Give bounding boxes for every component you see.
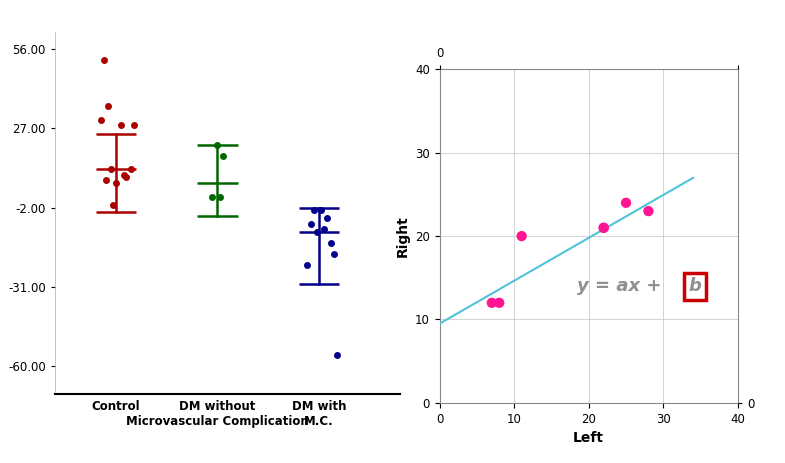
X-axis label: Left: Left [573, 431, 604, 445]
Point [597, 224, 610, 232]
Point [493, 299, 506, 307]
Text: b: b [688, 277, 701, 295]
Text: y = ax +: y = ax + [577, 277, 667, 295]
Point [642, 207, 655, 215]
Point [515, 232, 528, 240]
Point [597, 224, 610, 232]
Point [620, 199, 633, 206]
Y-axis label: Right: Right [396, 215, 410, 257]
Point [485, 299, 498, 307]
